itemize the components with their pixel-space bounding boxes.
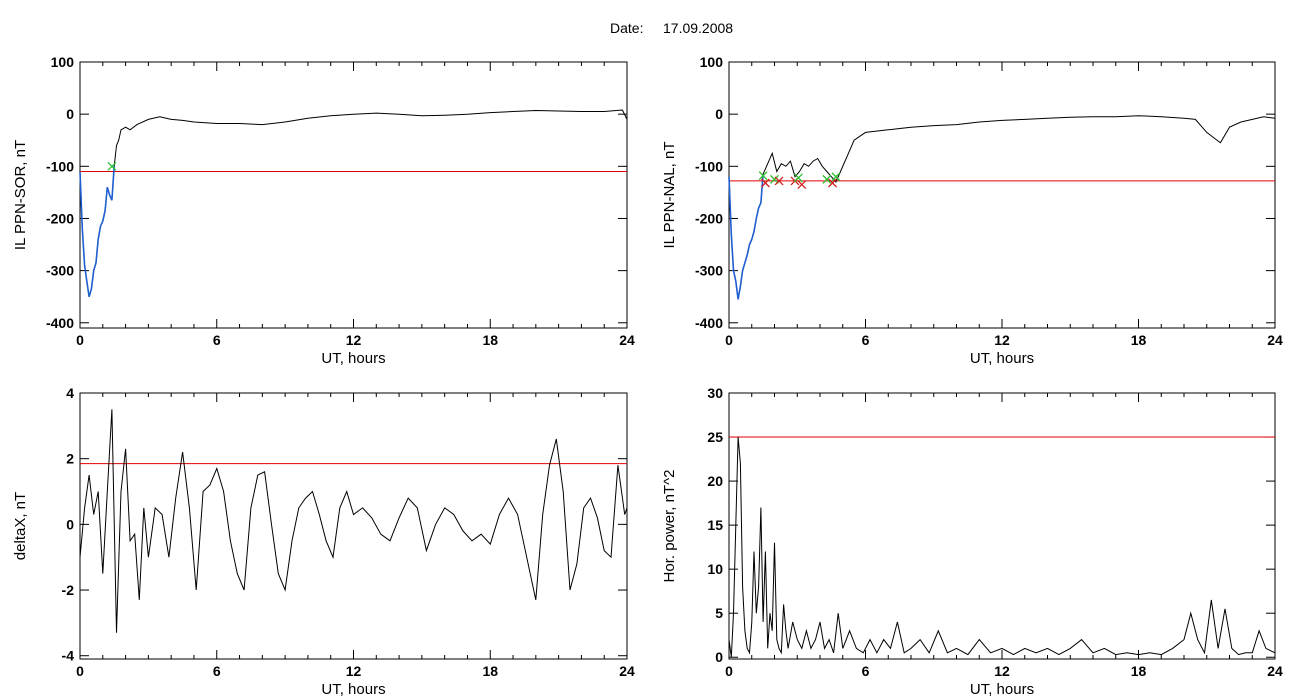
event-marker: [793, 173, 803, 183]
y-tick-label: -300: [695, 263, 723, 279]
x-tick-label: 24: [619, 663, 635, 679]
data-series-line: [728, 436, 1276, 658]
y-tick-label: -300: [46, 263, 74, 279]
y-tick-label: 2: [66, 451, 74, 467]
y-tick-label: 10: [707, 561, 723, 577]
y-tick-label: 0: [715, 649, 723, 665]
data-series-line: [79, 409, 628, 633]
y-tick-label: 20: [707, 473, 723, 489]
x-tick-label: 0: [725, 663, 733, 679]
x-tick-label: 6: [862, 332, 870, 348]
event-marker: [797, 180, 807, 190]
x-axis-label: UT, hours: [321, 350, 385, 367]
x-tick-label: 12: [994, 663, 1010, 679]
x-tick-label: 24: [1267, 332, 1283, 348]
x-axis-label: UT, hours: [321, 681, 385, 698]
panel-il-nal: 0 6 12 18 24 100 0 -100 -200 -300 -400 UT, hours IL …: [661, 54, 1283, 367]
event-marker: [828, 178, 837, 188]
x-tick-label: 18: [482, 332, 498, 348]
y-tick-label: 5: [715, 605, 723, 621]
x-tick-label: 6: [213, 332, 221, 348]
y-tick-label: 0: [715, 106, 723, 122]
x-tick-label: 0: [76, 332, 84, 348]
y-tick-label: -2: [62, 582, 75, 598]
panel-deltax: 0 6 12 18 24 4 2 0 -2 -4 UT, hours deltaX, nT: [12, 385, 635, 698]
y-tick-label: 0: [66, 106, 74, 122]
event-marker: [758, 171, 768, 181]
y-axis-label: IL PPN-SOR, nT: [12, 140, 29, 250]
x-tick-label: 12: [994, 332, 1010, 348]
y-tick-label: 0: [66, 516, 74, 532]
y-tick-label: -4: [62, 648, 75, 664]
plot-frame: [79, 61, 628, 329]
y-tick-label: -100: [695, 158, 723, 174]
y-tick-label: 100: [700, 54, 724, 70]
x-tick-label: 12: [346, 332, 362, 348]
date-value: 17.09.2008: [663, 20, 733, 36]
date-header: Date: 17.09.2008: [610, 20, 733, 36]
panel-hor-power: 0 6 12 18 24 30 25 20 15 10 5 0 UT, hours Hor. power,…: [661, 385, 1283, 698]
x-tick-label: 0: [725, 332, 733, 348]
event-marker: [774, 176, 784, 186]
date-label: Date:: [610, 20, 643, 36]
event-marker: [760, 178, 770, 188]
y-tick-label: 4: [66, 385, 74, 401]
y-tick-label: 25: [707, 429, 723, 445]
y-tick-label: 30: [707, 385, 723, 401]
x-axis-label: UT, hours: [970, 350, 1034, 367]
x-tick-label: 18: [1131, 332, 1147, 348]
y-tick-label: -400: [46, 315, 74, 331]
data-series-line: [79, 109, 628, 297]
x-tick-label: 18: [482, 663, 498, 679]
y-axis-label: Hor. power, nT^2: [661, 470, 678, 583]
plot-frame: [728, 61, 1276, 329]
y-tick-label: -200: [695, 210, 723, 226]
x-tick-label: 6: [213, 663, 221, 679]
y-axis-label: IL PPN-NAL, nT: [661, 142, 678, 249]
plot-frame: [79, 392, 628, 660]
x-tick-label: 24: [1267, 663, 1283, 679]
y-tick-label: -100: [46, 158, 74, 174]
x-tick-label: 0: [76, 663, 84, 679]
event-marker: [107, 161, 117, 171]
x-tick-label: 24: [619, 332, 635, 348]
data-series-line: [728, 115, 1276, 300]
event-marker: [831, 172, 841, 182]
plot-frame: [728, 392, 1276, 660]
substorm-segment: [728, 174, 764, 300]
x-tick-label: 12: [346, 663, 362, 679]
y-tick-label: -200: [46, 210, 74, 226]
x-axis-label: UT, hours: [970, 681, 1034, 698]
x-tick-label: 18: [1131, 663, 1147, 679]
panel-il-sor: 0 6 12 18 24 100 0 -100 -200 -300 -400 UT, hours IL …: [12, 54, 635, 367]
y-tick-label: 100: [51, 54, 75, 70]
substorm-segment: [79, 166, 115, 297]
x-tick-label: 6: [862, 663, 870, 679]
y-axis-label: deltaX, nT: [12, 492, 29, 560]
y-tick-label: -400: [695, 315, 723, 331]
event-marker: [822, 174, 832, 184]
y-tick-label: 15: [707, 517, 723, 533]
